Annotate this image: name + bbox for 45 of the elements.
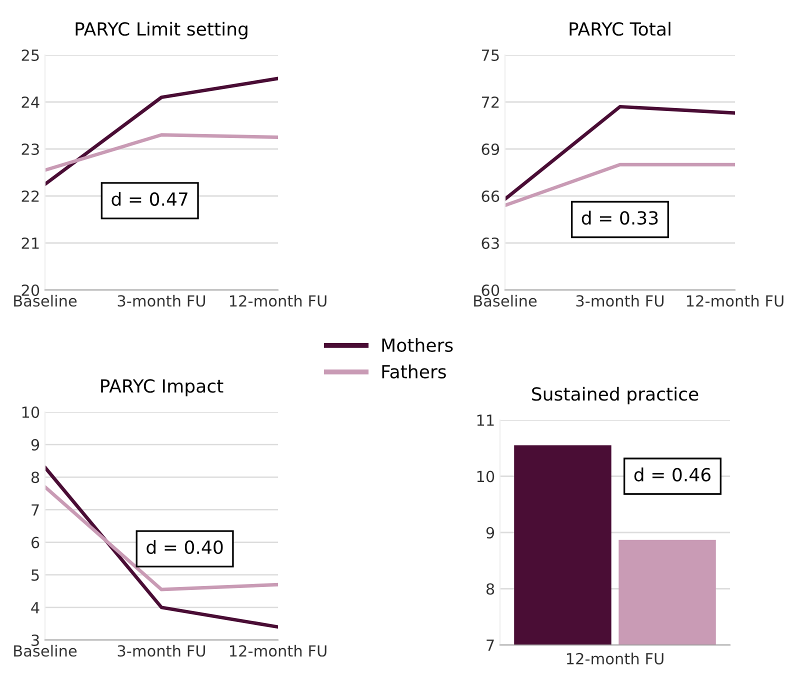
x-axis-title: 12-month FU bbox=[567, 652, 664, 664]
y-tick-label: 21 bbox=[22, 237, 39, 249]
annotation: d = 0.47 bbox=[112, 192, 188, 206]
x-tick-label: Baseline bbox=[14, 644, 77, 657]
y-tick-label: 9 bbox=[31, 439, 40, 451]
chart-title: Sustained practice bbox=[532, 386, 698, 404]
y-tick-label: 22 bbox=[22, 190, 39, 202]
chart-title: PARYC Impact bbox=[101, 379, 224, 396]
annotation: d = 0.40 bbox=[146, 540, 223, 554]
y-tick-label: 8 bbox=[31, 472, 40, 484]
x-tick-label: 3-month FU bbox=[576, 294, 664, 307]
x-tick-label: Baseline bbox=[14, 294, 77, 307]
y-tick-label: 6 bbox=[31, 536, 40, 548]
y-tick-label: 8 bbox=[486, 583, 494, 595]
y-tick-label: 66 bbox=[482, 190, 500, 202]
x-tick-label: 12-month FU bbox=[687, 294, 784, 307]
y-tick-label: 3 bbox=[32, 634, 39, 646]
y-tick-label: 10 bbox=[22, 406, 40, 418]
legend-label: Mothers bbox=[382, 338, 453, 352]
chart-title: PARYC Total bbox=[570, 22, 670, 36]
y-tick-label: 10 bbox=[477, 470, 494, 482]
y-tick-label: 20 bbox=[22, 284, 40, 296]
y-tick-label: 9 bbox=[486, 526, 494, 539]
y-tick-label: 4 bbox=[31, 602, 40, 614]
y-tick-label: 7 bbox=[32, 504, 39, 516]
x-tick-label: Baseline bbox=[474, 294, 537, 307]
annotation: d = 0.33 bbox=[582, 210, 658, 225]
y-tick-label: 5 bbox=[32, 570, 39, 581]
y-tick-label: 63 bbox=[482, 237, 499, 250]
y-tick-label: 24 bbox=[22, 96, 40, 108]
x-tick-label: 12-month FU bbox=[230, 644, 326, 657]
y-tick-label: 75 bbox=[482, 50, 499, 62]
annotation: d = 0.46 bbox=[634, 468, 710, 482]
chart-title: PARYC Limit setting bbox=[76, 22, 248, 40]
y-tick-label: 25 bbox=[22, 49, 39, 62]
x-tick-label: 3-month FU bbox=[118, 294, 205, 307]
y-tick-label: 69 bbox=[482, 143, 500, 156]
y-tick-label: 60 bbox=[482, 284, 500, 296]
y-tick-label: 7 bbox=[486, 640, 494, 651]
y-tick-label: 23 bbox=[22, 143, 39, 156]
x-tick-label: 3-month FU bbox=[118, 644, 205, 657]
x-tick-label: 12-month FU bbox=[230, 294, 326, 307]
y-tick-label: 72 bbox=[482, 96, 499, 108]
y-tick-label: 11 bbox=[477, 414, 494, 426]
legend-label: Fathers bbox=[382, 364, 446, 378]
